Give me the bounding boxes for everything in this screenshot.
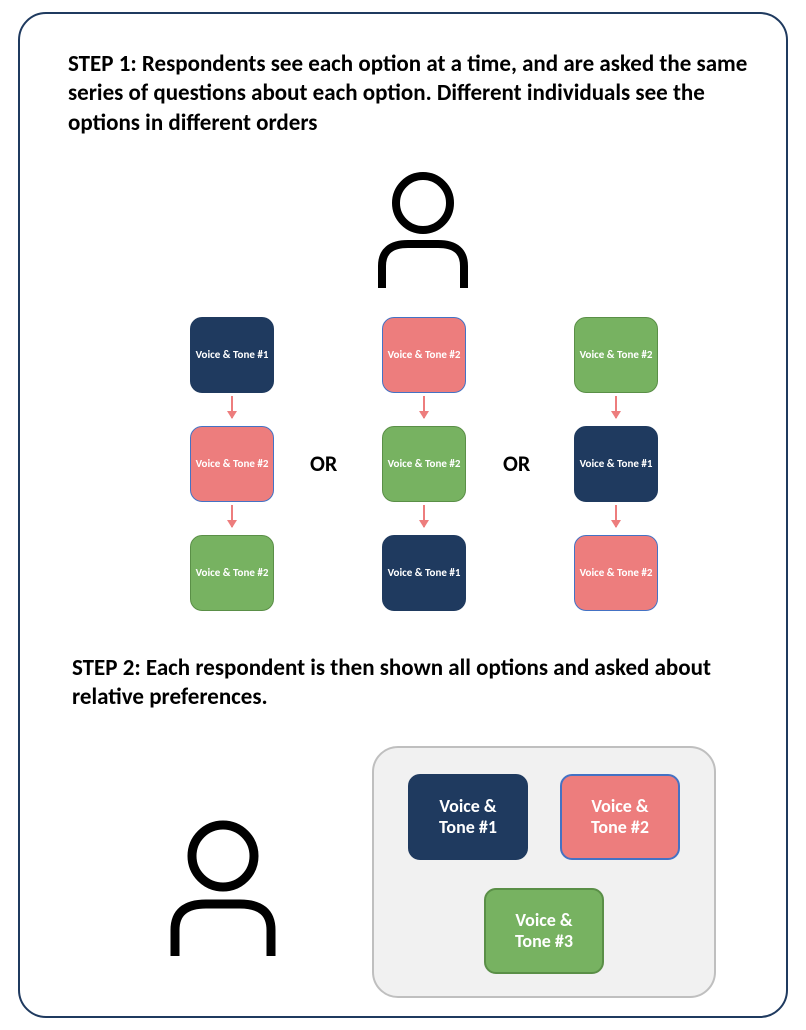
- box-label: Voice & Tone #2: [388, 349, 461, 362]
- step1-col3-box3: Voice & Tone #2: [574, 535, 658, 611]
- box-label: Voice & Tone #1: [580, 458, 653, 471]
- box-label: Voice & Tone #1: [439, 796, 497, 837]
- step1-col3-box1: Voice & Tone #2: [574, 317, 658, 393]
- or-label-2: OR: [503, 450, 530, 477]
- step1-col2-box1: Voice & Tone #2: [382, 317, 466, 393]
- diagram-frame: STEP 1: Respondents see each option at a…: [18, 12, 788, 1018]
- step2-box2: Voice & Tone #2: [560, 774, 680, 860]
- box-label: Voice & Tone #2: [580, 567, 653, 580]
- step1-heading: STEP 1: Respondents see each option at a…: [68, 50, 768, 138]
- arrow-icon: [615, 396, 617, 418]
- box-label: Voice & Tone #1: [388, 567, 461, 580]
- or-label-1: OR: [310, 450, 337, 477]
- step1-col1-box3: Voice & Tone #2: [190, 535, 274, 611]
- step1-col1-box2: Voice & Tone #2: [190, 426, 274, 502]
- box-label: Voice & Tone #2: [591, 796, 649, 837]
- arrow-icon: [423, 396, 425, 418]
- box-label: Voice & Tone #1: [196, 349, 269, 362]
- person-icon-top: [368, 170, 478, 290]
- step1-col2-box3: Voice & Tone #1: [382, 535, 466, 611]
- arrow-icon: [231, 396, 233, 418]
- box-label: Voice & Tone #2: [580, 349, 653, 362]
- box-label: Voice & Tone #2: [388, 458, 461, 471]
- arrow-icon: [423, 505, 425, 527]
- arrow-icon: [231, 505, 233, 527]
- step2-box1: Voice & Tone #1: [408, 774, 528, 860]
- arrow-icon: [615, 505, 617, 527]
- box-label: Voice & Tone #2: [196, 458, 269, 471]
- step2-heading: STEP 2: Each respondent is then shown al…: [72, 654, 772, 713]
- person-icon-bottom: [158, 818, 288, 958]
- step2-box3: Voice & Tone #3: [484, 888, 604, 974]
- box-label: Voice & Tone #3: [515, 910, 573, 951]
- step1-col2-box2: Voice & Tone #2: [382, 426, 466, 502]
- box-label: Voice & Tone #2: [196, 567, 269, 580]
- step1-col3-box2: Voice & Tone #1: [574, 426, 658, 502]
- step1-col1-box1: Voice & Tone #1: [190, 317, 274, 393]
